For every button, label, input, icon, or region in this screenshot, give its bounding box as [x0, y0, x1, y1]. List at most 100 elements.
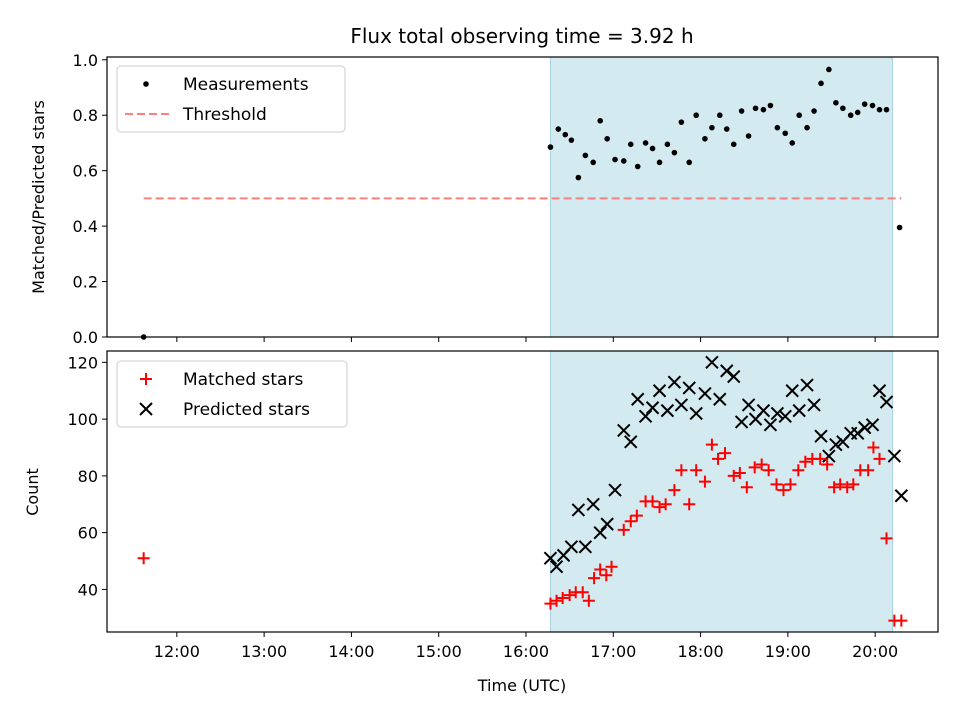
predicted-stars-point [682, 381, 696, 395]
matched-stars-point [544, 597, 557, 610]
top-ytick-label: 0.0 [73, 328, 98, 347]
bottom-panel: 40 60 80 100 120 12:00 13:00 14:00 15:00 16:00 17… [23, 350, 939, 695]
matched-stars-point [668, 484, 681, 497]
measurement-point [796, 112, 803, 119]
matched-stars-point [880, 532, 893, 545]
measurement-point [833, 99, 839, 106]
bottom-plot-area [137, 355, 909, 627]
matched-stars-point [624, 515, 637, 528]
predicted-stars-point [660, 403, 675, 418]
measurement-point [818, 80, 824, 87]
predicted-stars-point [879, 395, 894, 409]
bottom-ytick-label: 100 [67, 410, 98, 429]
matched-stars-point [582, 594, 595, 607]
matched-stars-point [733, 467, 746, 480]
measurement-point [883, 106, 890, 113]
measurement-point [656, 159, 663, 166]
predicted-stars-point [741, 398, 756, 412]
predicted-stars-point [727, 369, 741, 384]
matched-stars-point [630, 509, 643, 522]
top-ytick-label: 0.6 [73, 162, 98, 181]
matched-stars-point [719, 447, 732, 460]
bottom-ytick-label: 80 [78, 467, 98, 486]
measurement-point [752, 105, 759, 112]
bottom-y-axis-label: Count [23, 468, 42, 516]
matched-stars-point [690, 464, 703, 477]
predicted-stars-point [578, 540, 593, 554]
matched-stars-point [755, 458, 768, 471]
bottom-y-axis: 40 60 80 100 120 [67, 353, 107, 599]
matched-stars-point [828, 481, 841, 494]
matched-stars-point [550, 594, 563, 607]
bottom-ytick-label: 40 [78, 580, 98, 599]
matched-stars-point [770, 478, 783, 491]
predicted-stars-point [543, 551, 558, 565]
measurement-point [738, 108, 745, 114]
measurement-point [634, 163, 641, 170]
xtick-label: 14:00 [328, 642, 374, 661]
measurement-point [789, 140, 796, 146]
matched-stars-point [847, 478, 860, 491]
top-legend: Measurements Threshold [116, 65, 346, 133]
bottom-axes-frame [106, 350, 939, 633]
matched-stars-point [727, 469, 740, 482]
xtick-label: 17:00 [590, 642, 636, 661]
predicted-stars-point [872, 384, 887, 398]
matched-stars-point [594, 563, 607, 576]
legend-matched-label: Matched stars [183, 370, 303, 390]
measurement-point [767, 102, 774, 109]
top-shaded-interval [549, 56, 894, 338]
matched-stars-point [605, 560, 618, 573]
predicted-stars-point [698, 386, 712, 401]
predicted-stars-point [829, 437, 843, 452]
matched-stars-point [712, 452, 725, 465]
predicted-stars-point [713, 392, 727, 406]
matched-stars-point [777, 484, 790, 497]
matched-stars-point [862, 464, 875, 477]
measurement-point [774, 124, 781, 131]
measurement-point [686, 159, 693, 166]
matched-stars-point [867, 441, 880, 454]
measurement-point [575, 174, 582, 181]
matched-stars-point [683, 498, 696, 511]
legend-matched-marker [140, 373, 152, 385]
matched-stars-point [792, 464, 805, 477]
measurement-point [582, 152, 589, 159]
matched-stars-point [784, 478, 797, 491]
measurement-point [716, 112, 723, 119]
predicted-stars-point [763, 418, 778, 432]
top-panel: 0.0 0.2 0.4 0.6 0.8 1.0 Matched/Predicted sta… [29, 51, 939, 347]
measurement-point [869, 102, 876, 109]
measurement-point [664, 141, 671, 148]
predicted-stars-point [807, 398, 821, 412]
chart-title: Flux total observing time = 3.92 h [350, 24, 693, 48]
matched-stars-point [588, 572, 601, 585]
x-axis-label: Time (UTC) [477, 676, 566, 695]
measurement-point [568, 137, 575, 143]
top-ytick-label: 0.2 [73, 273, 98, 292]
matched-stars-point [814, 452, 827, 465]
predicted-stars-point [689, 406, 703, 421]
measurement-point [555, 126, 562, 132]
predicted-stars-point [549, 560, 564, 574]
xtick-label: 15:00 [416, 642, 462, 661]
predicted-stars-point [674, 398, 689, 412]
bottom-ytick-label: 120 [67, 353, 98, 372]
bottom-legend: Matched stars Predicted stars [116, 360, 348, 428]
xtick-label: 16:00 [503, 642, 549, 661]
top-x-ticks [176, 337, 876, 342]
predicted-stars-point [785, 384, 799, 398]
predicted-stars-point [814, 429, 828, 443]
matched-stars-point [600, 569, 613, 582]
predicted-stars-point [756, 403, 771, 418]
xtick-label: 13:00 [241, 642, 287, 661]
predicted-stars-point [792, 403, 806, 418]
measurement-point [730, 141, 737, 148]
measurement-point [782, 130, 789, 137]
top-plot-area [140, 66, 903, 340]
bottom-shaded-interval [549, 350, 894, 633]
matched-stars-point [646, 495, 659, 508]
measurement-point [671, 149, 678, 156]
predicted-stars-point [564, 540, 579, 554]
measurement-point [620, 158, 627, 164]
